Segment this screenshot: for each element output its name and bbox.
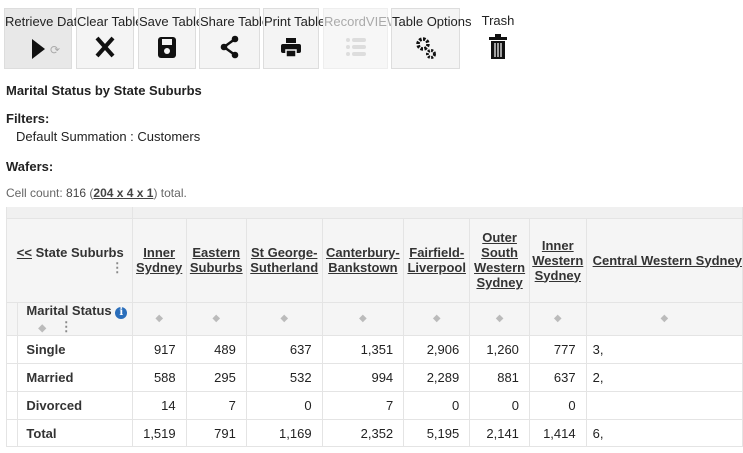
kebab-menu-icon[interactable]: ⋮ bbox=[110, 259, 124, 275]
sort-icon[interactable]: ◆ bbox=[185, 301, 247, 336]
close-icon bbox=[77, 35, 133, 61]
table-row: Married 588 295 532 994 2,289 881 637 2, bbox=[6, 362, 743, 392]
table-cell: 1,414 bbox=[528, 418, 587, 446]
sort-icon[interactable]: ◆ bbox=[245, 301, 323, 336]
table-cell: 0 bbox=[469, 390, 530, 420]
column-header[interactable]: Fairfield-Liverpool bbox=[403, 217, 471, 303]
wafers-label: Wafers: bbox=[6, 159, 54, 174]
table-row: Divorced 14 7 0 7 0 0 0 bbox=[6, 390, 743, 420]
trash-button[interactable]: Trash bbox=[462, 8, 534, 69]
share-icon bbox=[200, 35, 259, 61]
table-cell: 994 bbox=[321, 362, 405, 392]
kebab-menu-icon[interactable]: ⋮ bbox=[59, 318, 73, 334]
table-cell: 777 bbox=[528, 334, 587, 364]
recordview-button[interactable]: RecordVIEW bbox=[323, 8, 399, 69]
sort-icon[interactable]: ◆ bbox=[403, 301, 471, 336]
column-header[interactable]: Inner Sydney bbox=[131, 217, 187, 303]
column-header[interactable]: Outer South Western Sydney bbox=[469, 217, 530, 303]
column-header[interactable]: Central Western Sydney bbox=[585, 217, 743, 303]
table-cell: 2, bbox=[585, 362, 743, 392]
dimensions-link[interactable]: 204 x 4 x 1 bbox=[93, 186, 154, 200]
table-cell: 2,289 bbox=[403, 362, 471, 392]
back-link[interactable]: << bbox=[16, 244, 32, 260]
table-cell: 588 bbox=[131, 362, 187, 392]
gears-icon bbox=[392, 35, 459, 61]
table-cell: 2,352 bbox=[321, 418, 405, 446]
table-cell: 5,195 bbox=[403, 418, 471, 446]
play-icon: ⟳ bbox=[5, 35, 71, 61]
retrieve-data-button[interactable]: Retrieve Data ⟳ bbox=[4, 8, 84, 69]
sort-icon[interactable]: ◆ bbox=[469, 301, 530, 336]
table-cell: 0 bbox=[528, 390, 587, 420]
table-options-button[interactable]: Table Options bbox=[391, 8, 472, 69]
row-label: Divorced bbox=[17, 390, 133, 420]
table-cell: 2,141 bbox=[469, 418, 530, 446]
column-header[interactable]: St George-Sutherland bbox=[245, 217, 323, 303]
table-cell: 637 bbox=[245, 334, 323, 364]
row-label: Total bbox=[17, 418, 133, 446]
info-icon[interactable]: i bbox=[115, 306, 128, 319]
table-cell: 1,260 bbox=[469, 334, 530, 364]
sort-icon[interactable]: ◆ bbox=[131, 301, 187, 336]
cell-count: Cell count: 816 (204 x 4 x 1) total. bbox=[6, 186, 187, 200]
table-cell: 489 bbox=[185, 334, 247, 364]
row-label: Single bbox=[17, 334, 133, 364]
table-cell: 0 bbox=[245, 390, 323, 420]
svg-text:⟳: ⟳ bbox=[50, 43, 60, 57]
column-dimension-header: << State Suburbs ⋮ bbox=[6, 217, 133, 303]
column-header[interactable]: Canterbury-Bankstown bbox=[321, 217, 405, 303]
table-cell: 14 bbox=[131, 390, 187, 420]
filters-label: Filters: bbox=[6, 111, 50, 126]
table-cell: 1,351 bbox=[321, 334, 405, 364]
table-cell: 1,169 bbox=[245, 418, 323, 446]
table-cell: 3, bbox=[585, 334, 743, 364]
save-table-button[interactable]: Save Table bbox=[138, 8, 203, 69]
table-cell: 881 bbox=[469, 362, 530, 392]
table-cell: 791 bbox=[185, 418, 247, 446]
column-header[interactable]: Eastern Suburbs bbox=[185, 217, 247, 303]
table-row: Single 917 489 637 1,351 2,906 1,260 777 3, bbox=[6, 334, 743, 364]
table-cell: 2,906 bbox=[403, 334, 471, 364]
table-cell: 637 bbox=[528, 362, 587, 392]
list-icon bbox=[324, 35, 387, 61]
trash-icon bbox=[462, 34, 534, 60]
table-cell: 6, bbox=[585, 418, 743, 446]
table-cell: 1,519 bbox=[131, 418, 187, 446]
sort-icon[interactable]: ◆ bbox=[585, 301, 743, 336]
share-table-button[interactable]: Share Table bbox=[199, 8, 269, 69]
table-row: Total 1,519 791 1,169 2,352 5,195 2,141 1,414 6, bbox=[6, 418, 743, 446]
printer-icon bbox=[264, 35, 318, 61]
crosstab-table: << State Suburbs ⋮ Inner Sydney Eastern … bbox=[6, 207, 743, 447]
table-cell bbox=[585, 390, 743, 420]
table-cell: 917 bbox=[131, 334, 187, 364]
sort-icon[interactable]: ◆ bbox=[321, 301, 405, 336]
sort-icon[interactable]: ◆ bbox=[528, 301, 587, 336]
table-cell: 7 bbox=[185, 390, 247, 420]
table-cell: 0 bbox=[403, 390, 471, 420]
report-title: Marital Status by State Suburbs bbox=[6, 83, 202, 98]
row-label: Married bbox=[17, 362, 133, 392]
table-cell: 295 bbox=[185, 362, 247, 392]
filter-text: Default Summation : Customers bbox=[16, 129, 201, 144]
row-dimension-header: Marital Status i ◆ ⋮ bbox=[17, 301, 133, 336]
table-cell: 532 bbox=[245, 362, 323, 392]
table-cell: 7 bbox=[321, 390, 405, 420]
print-table-button[interactable]: Print Table bbox=[263, 8, 325, 69]
sort-icon[interactable]: ◆ bbox=[38, 322, 47, 334]
clear-table-button[interactable]: Clear Table bbox=[76, 8, 143, 69]
column-header[interactable]: Inner Western Sydney bbox=[528, 217, 587, 303]
floppy-disk-icon bbox=[139, 35, 195, 61]
